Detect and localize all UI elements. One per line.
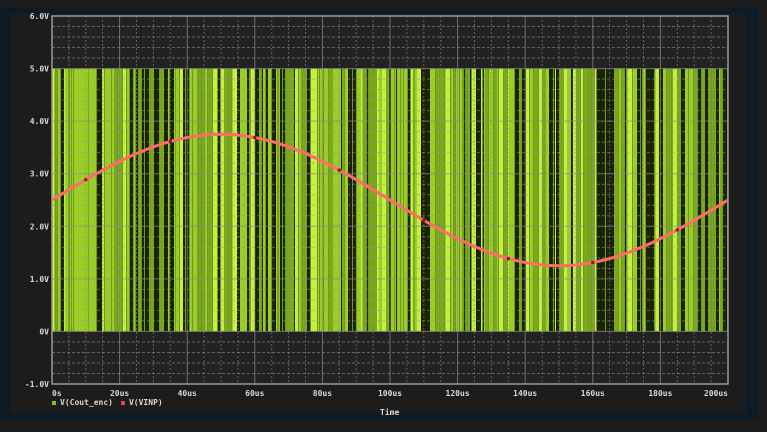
data-point-marker: [591, 260, 595, 264]
data-point-marker: [422, 218, 426, 222]
series-vinp: [51, 132, 729, 268]
y-tick-label: 4.0V: [30, 117, 49, 126]
x-tick-label: 100us: [378, 389, 402, 398]
data-point-marker: [253, 136, 257, 140]
x-tick-label: 40us: [178, 389, 197, 398]
y-tick-label: 3.0V: [30, 170, 49, 179]
data-point-marker: [337, 168, 341, 172]
legend-label: V(Cout_enc): [60, 398, 113, 407]
x-tick-label: 60us: [245, 389, 264, 398]
x-tick-label: 20us: [110, 389, 129, 398]
x-tick-label: 180us: [648, 389, 672, 398]
data-point-marker: [168, 139, 172, 143]
legend-label: V(VINP): [128, 398, 163, 407]
y-tick-label: 5.0V: [30, 65, 49, 74]
x-tick-label: 160us: [581, 389, 605, 398]
x-tick-label: 80us: [313, 389, 332, 398]
legend-item-cout-enc[interactable]: V(Cout_enc): [52, 398, 113, 407]
y-tick-label: 1.0V: [30, 275, 49, 284]
y-tick-label: 2.0V: [30, 222, 49, 231]
legend-swatch-green-icon: [52, 400, 56, 405]
y-tick-label: 0V: [39, 327, 49, 336]
y-tick-label: 6.0V: [30, 12, 49, 21]
x-tick-label: 140us: [513, 389, 537, 398]
x-tick-label: 200us: [704, 389, 728, 398]
data-point-marker: [506, 257, 510, 261]
x-axis-label: Time: [380, 408, 400, 417]
y-tick-label: -1.0V: [25, 380, 49, 389]
data-point-marker: [84, 178, 88, 182]
data-point-marker: [675, 228, 679, 232]
x-tick-label: 120us: [446, 389, 470, 398]
legend-swatch-red-icon: [120, 400, 125, 405]
legend-item-vinp[interactable]: V(VINP): [120, 398, 163, 407]
legend: V(Cout_enc) V(VINP): [52, 398, 163, 407]
x-tick-label: 0s: [52, 389, 62, 398]
